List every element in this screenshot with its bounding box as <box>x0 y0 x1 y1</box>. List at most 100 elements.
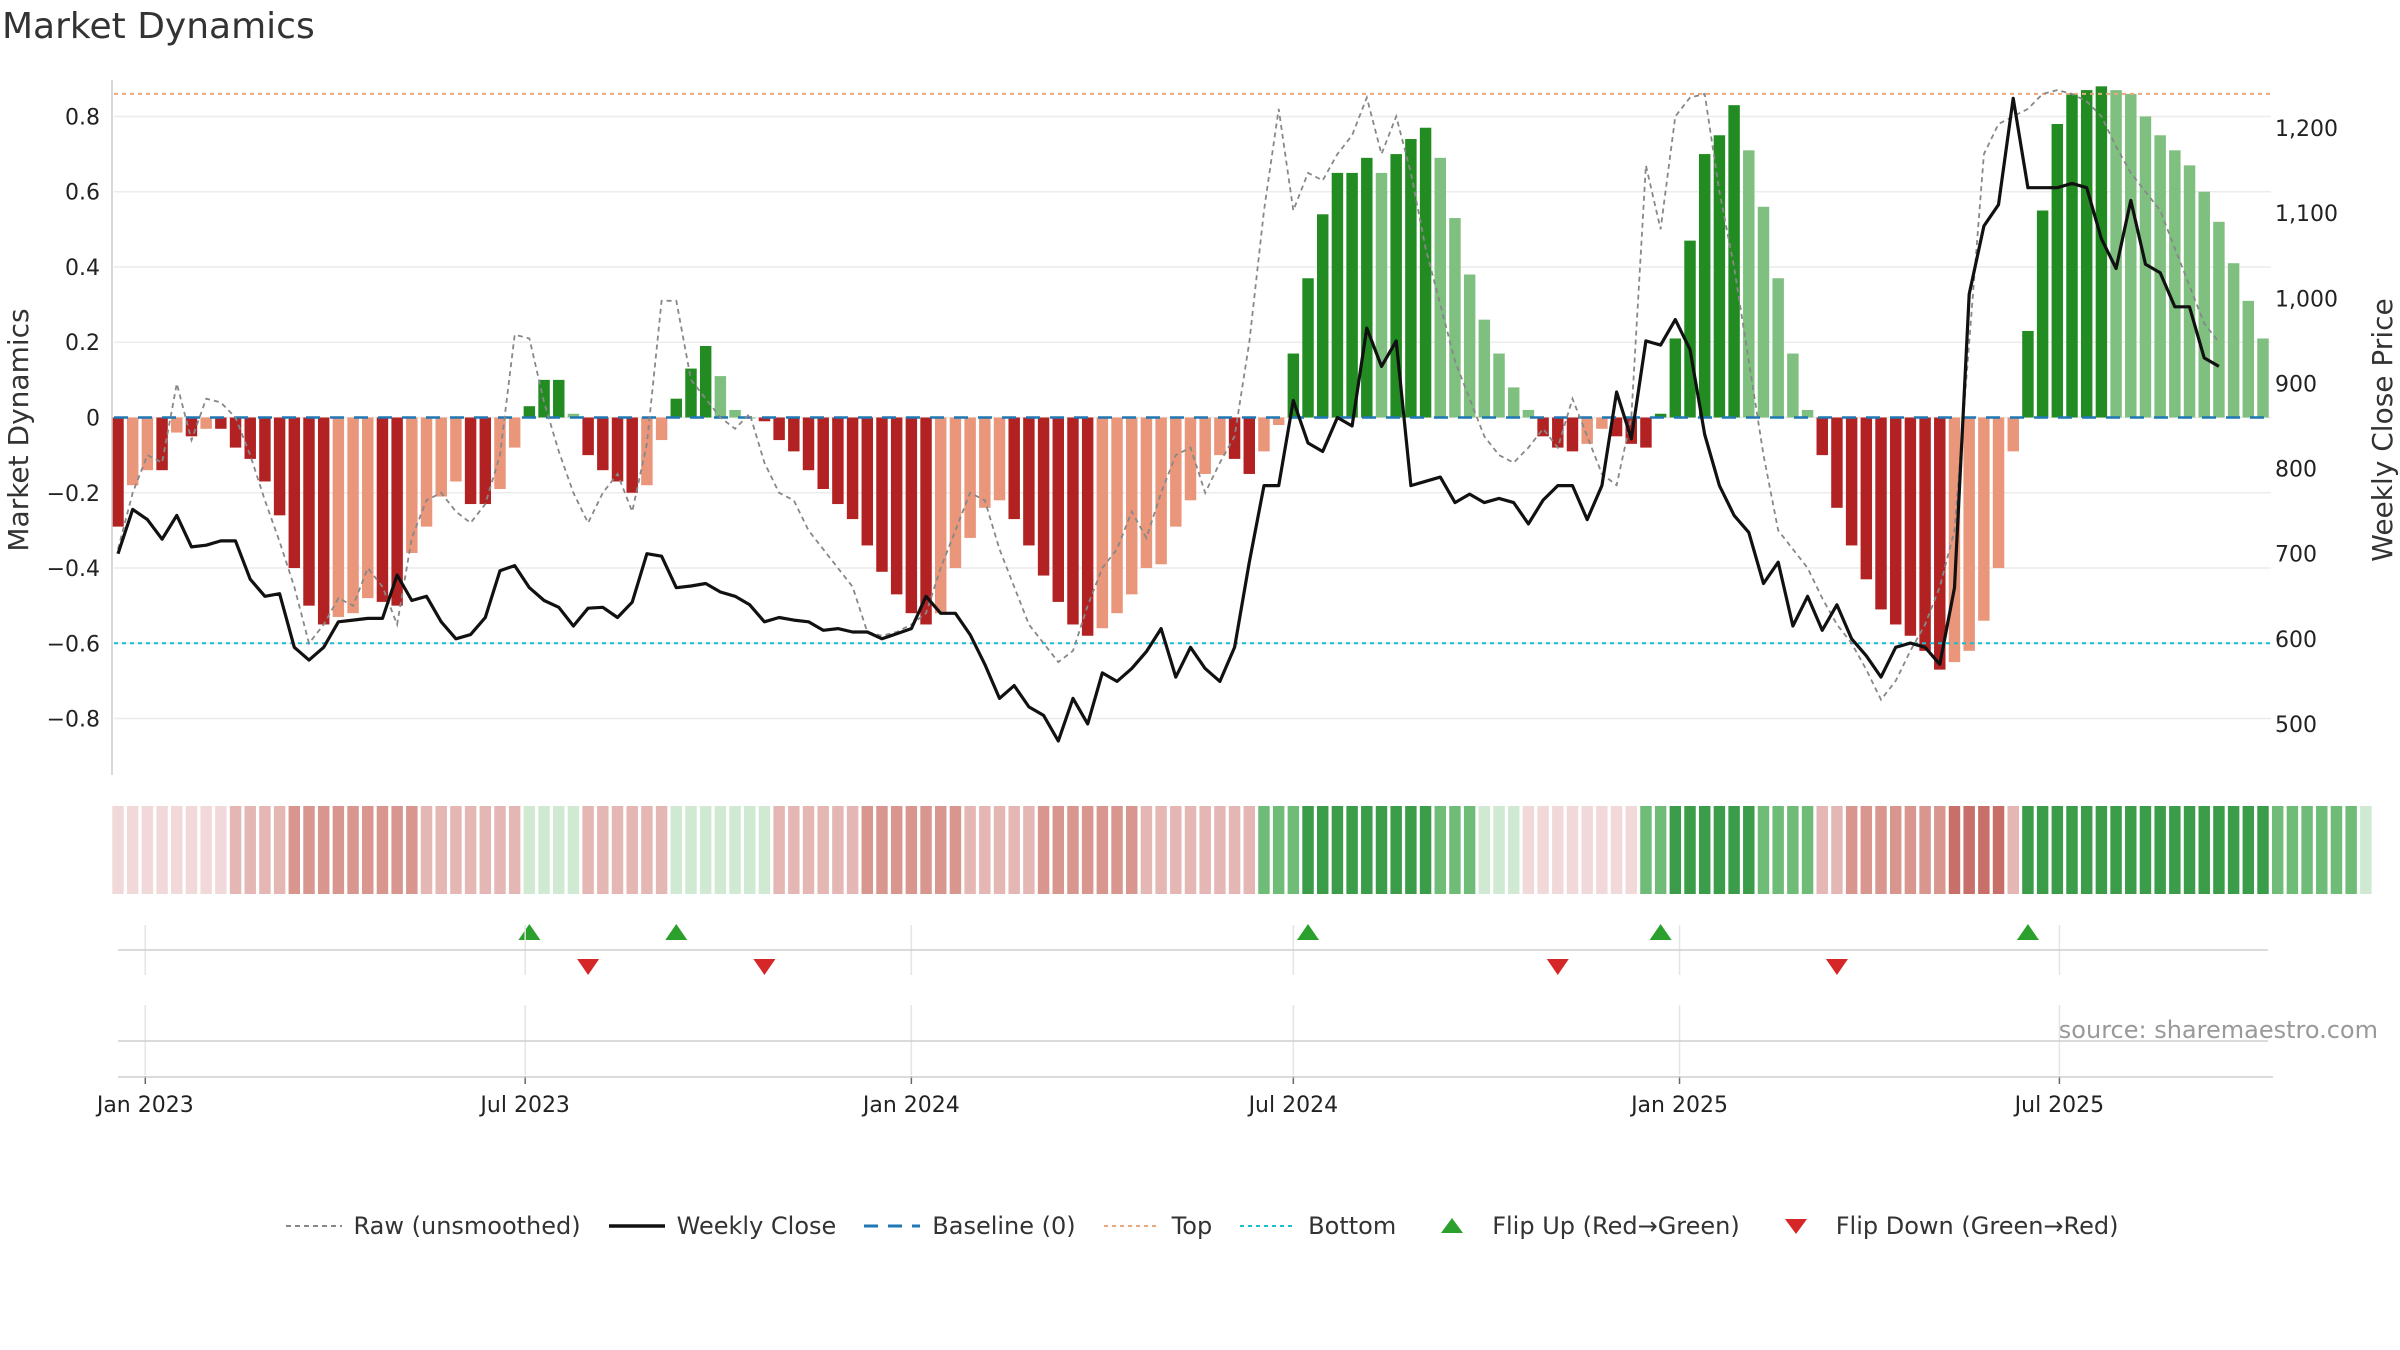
bar <box>1346 172 1358 418</box>
bar <box>1493 353 1505 418</box>
legend-label: Weekly Close <box>676 1212 837 1240</box>
bar <box>685 368 697 418</box>
y2-axis-label: Weekly Close Price <box>2366 298 2399 561</box>
strip-cell <box>1978 806 1990 894</box>
strip-cell <box>2271 806 2284 894</box>
strip-cell <box>2257 806 2269 894</box>
legend-item-top: Top <box>1100 1212 1213 1240</box>
strip-cell <box>1008 806 1020 894</box>
bar <box>1963 417 1975 651</box>
bar <box>611 417 624 482</box>
strip-cell <box>1831 806 1843 894</box>
bar <box>641 417 653 486</box>
strip-cell <box>406 806 418 894</box>
bar <box>2125 93 2137 418</box>
strip-cell <box>1507 806 1520 894</box>
bar <box>582 417 594 456</box>
bar <box>2051 123 2064 418</box>
strip-cell <box>494 806 506 894</box>
bar <box>362 417 374 599</box>
legend-label: Raw (unsmoothed) <box>353 1212 581 1240</box>
bar <box>1052 417 1065 602</box>
bar <box>2183 165 2196 418</box>
bar <box>303 417 315 606</box>
strip-cell <box>2345 806 2357 894</box>
bar <box>729 409 741 418</box>
x-axis: Jan 2023 Jul 2023 Jan 2024 Jul 2024 Jan 2025… <box>95 925 2273 1118</box>
x-tick-label: Jan 2023 <box>95 1093 194 1118</box>
strip-cell <box>2330 806 2343 894</box>
strip-cell <box>2169 806 2181 894</box>
strip-cell <box>890 806 903 894</box>
strip-cell <box>670 806 683 894</box>
strip-cell <box>2051 806 2064 894</box>
strip-cell <box>2139 806 2152 894</box>
strip-cell <box>2154 806 2166 894</box>
bar <box>1992 417 2005 569</box>
bar <box>2110 90 2122 418</box>
bar <box>1934 417 1946 670</box>
strip-cell <box>1405 806 1417 894</box>
strip-cell <box>1052 806 1065 894</box>
strip-cell <box>773 806 785 894</box>
y-tick-label: −0.8 <box>47 708 100 733</box>
bars-layer <box>112 86 2269 670</box>
bar <box>1228 417 1241 459</box>
legend-symbol-flipdown <box>1784 1219 1807 1234</box>
bar <box>846 417 859 520</box>
strip-cell <box>2022 806 2034 894</box>
legend-symbol-flipup <box>1441 1218 1464 1233</box>
bar <box>1170 417 1182 527</box>
bar <box>788 417 800 452</box>
y2-tick-label: 1,200 <box>2275 117 2338 142</box>
bar <box>1522 409 1535 418</box>
bar <box>1037 417 1050 576</box>
strip-cell <box>699 806 712 894</box>
strip-cell <box>1067 806 1079 894</box>
bar <box>464 417 477 505</box>
bar <box>1537 417 1549 437</box>
strip-cell <box>2183 806 2196 894</box>
bar <box>1478 319 1491 418</box>
strip-cell <box>317 806 330 894</box>
lines-layer <box>114 89 2271 743</box>
bar <box>1361 157 1373 418</box>
strip-cell <box>1463 806 1476 894</box>
strip-cell <box>1596 806 1608 894</box>
bar <box>1684 240 1696 418</box>
strip-cell <box>1640 806 1652 894</box>
strip-cell <box>920 806 932 894</box>
flip-up-marker <box>1297 924 1320 940</box>
strip-cell <box>729 806 741 894</box>
bar <box>2095 86 2108 418</box>
strip-cell <box>802 806 815 894</box>
strip-cell <box>1698 806 1711 894</box>
strip-cell <box>1272 806 1285 894</box>
bar <box>979 417 991 508</box>
bar <box>479 417 492 505</box>
strip-cell <box>1258 806 1270 894</box>
strip-cell <box>1361 806 1373 894</box>
flip-down-marker <box>753 959 776 975</box>
bar <box>1302 278 1314 418</box>
strip-cell <box>1302 806 1314 894</box>
bar <box>817 417 829 489</box>
bar <box>1449 218 1461 418</box>
strip-cell <box>215 806 227 894</box>
strip-cell <box>156 806 168 894</box>
strip-cell <box>1331 806 1344 894</box>
legend-label: Top <box>1171 1212 1213 1240</box>
strip-cell <box>2125 806 2137 894</box>
bar <box>832 417 844 505</box>
bar <box>2080 90 2093 418</box>
bar <box>1390 154 1402 418</box>
bar <box>1214 417 1226 456</box>
bar <box>1948 417 1961 663</box>
bar <box>1126 417 1138 595</box>
strip-cell <box>523 806 536 894</box>
bar <box>802 417 815 471</box>
strip-cell <box>1287 806 1300 894</box>
flip-markers <box>518 924 2039 975</box>
bar <box>215 417 227 429</box>
